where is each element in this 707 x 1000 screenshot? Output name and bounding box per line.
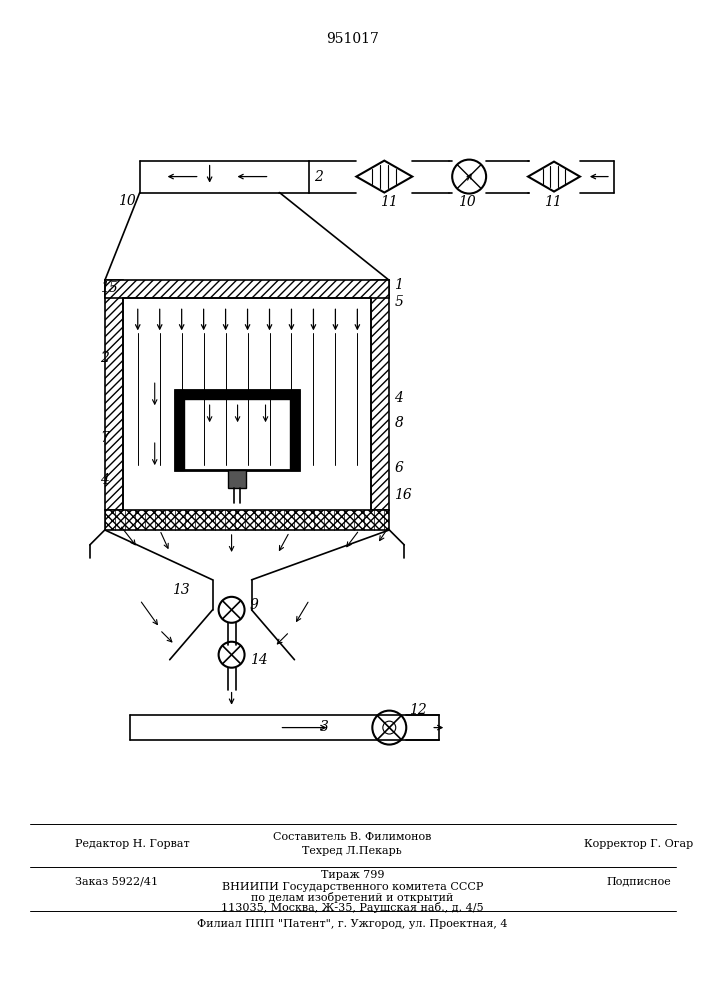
Text: 8: 8 [395, 416, 403, 430]
Text: Техред Л.Пекарь: Техред Л.Пекарь [303, 846, 402, 856]
Text: 14: 14 [250, 653, 267, 667]
Text: Подписное: Подписное [607, 876, 671, 886]
Bar [371, 280, 390, 510]
Text: 16: 16 [395, 488, 412, 502]
Text: 4: 4 [395, 391, 403, 405]
Text: Редактор Н. Горват: Редактор Н. Горват [75, 839, 189, 849]
Text: Филиал ППП "Патент", г. Ужгород, ул. Проектная, 4: Филиал ППП "Патент", г. Ужгород, ул. Про… [197, 919, 508, 929]
Text: Заказ 5922/41: Заказ 5922/41 [75, 876, 158, 886]
Text: 9: 9 [250, 598, 259, 612]
Text: 11: 11 [544, 195, 562, 209]
Text: 10: 10 [118, 194, 136, 208]
Text: 2: 2 [315, 170, 323, 184]
Text: 11: 11 [380, 195, 398, 209]
Bar [175, 390, 184, 470]
Text: 12: 12 [409, 703, 427, 717]
Text: 10: 10 [458, 195, 476, 209]
Bar [105, 280, 123, 510]
Text: 13: 13 [172, 583, 189, 597]
Bar [105, 280, 390, 298]
Bar [291, 390, 300, 470]
Text: ВНИИПИ Государственного комитета СССР: ВНИИПИ Государственного комитета СССР [222, 882, 483, 892]
Text: 15: 15 [100, 281, 117, 295]
Text: 113035, Москва, Ж-35, Раушская наб., д. 4/5: 113035, Москва, Ж-35, Раушская наб., д. … [221, 902, 484, 913]
Text: 7: 7 [100, 431, 109, 445]
Text: 5: 5 [395, 295, 403, 309]
Text: Составитель В. Филимонов: Составитель В. Филимонов [273, 832, 431, 842]
Bar [105, 510, 390, 530]
Bar [175, 390, 300, 470]
Text: 3: 3 [320, 720, 328, 734]
Text: 1: 1 [395, 278, 403, 292]
Text: 6: 6 [395, 461, 403, 475]
Bar [175, 390, 300, 399]
Text: Тираж 799: Тираж 799 [320, 870, 384, 880]
Text: 2: 2 [100, 351, 109, 365]
Text: 4: 4 [100, 473, 109, 487]
Text: Корректор Г. Огар: Корректор Г. Огар [584, 839, 694, 849]
Text: по делам изобретений и открытий: по делам изобретений и открытий [251, 892, 454, 903]
Bar [228, 470, 245, 488]
Text: 951017: 951017 [326, 32, 379, 46]
